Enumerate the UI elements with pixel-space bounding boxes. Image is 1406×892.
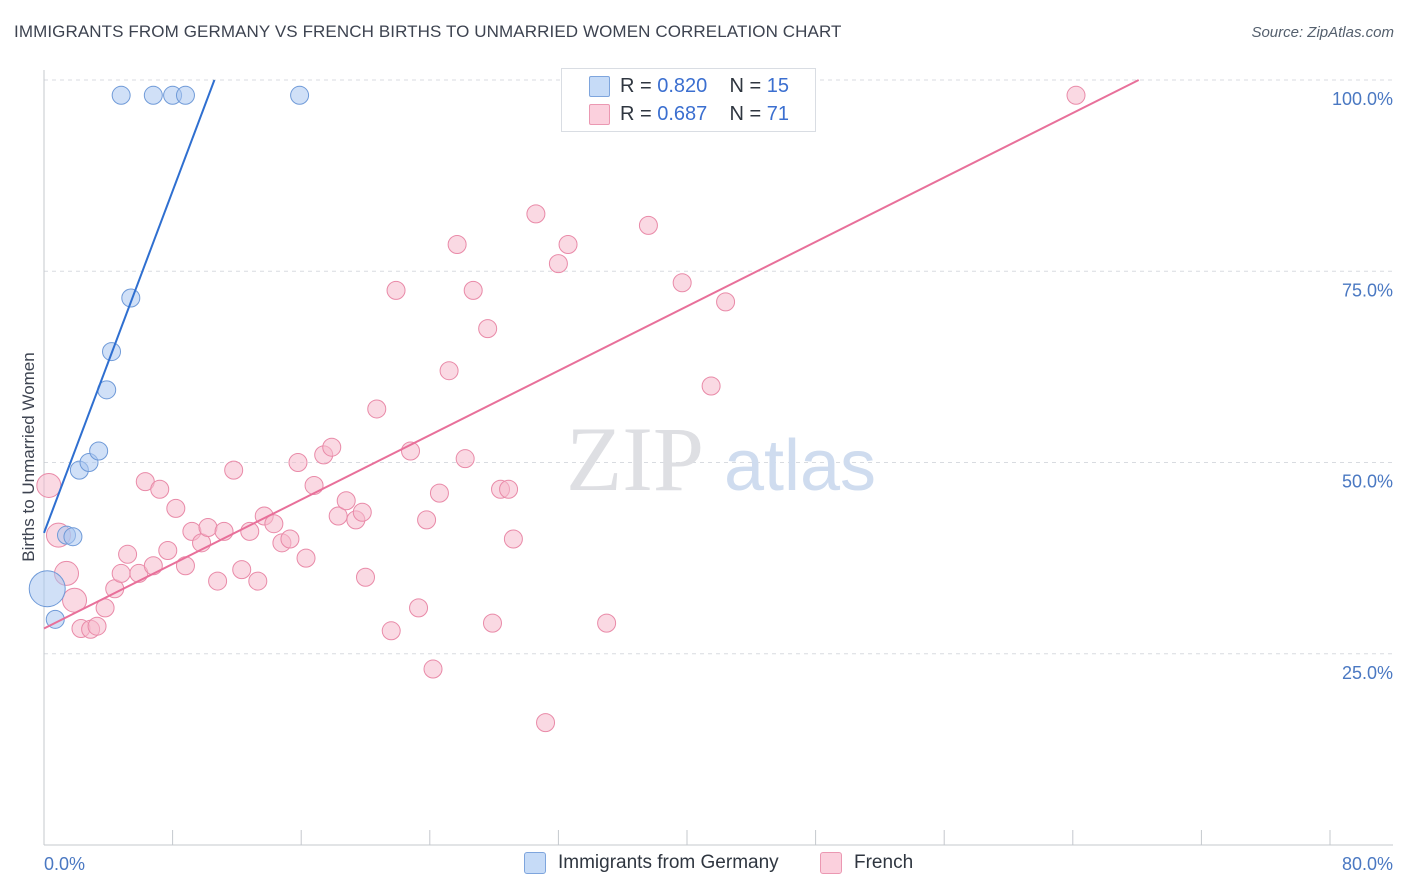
- legend-swatch-germany: [524, 852, 546, 874]
- french-point: [417, 510, 437, 530]
- french-point: [526, 204, 546, 224]
- germany-point: [63, 527, 83, 547]
- french-point: [336, 491, 356, 511]
- y-tick-label: 100.0%: [1332, 89, 1393, 109]
- french-point: [87, 616, 107, 636]
- legend-n-label: N =: [729, 102, 762, 125]
- french-point: [701, 376, 721, 396]
- french-point: [558, 234, 578, 254]
- french-point: [429, 483, 449, 503]
- series-french-points: [36, 85, 1086, 733]
- axes: [43, 70, 1393, 846]
- legend-swatch-french: [589, 104, 610, 125]
- germany-point: [175, 85, 195, 105]
- french-point: [409, 598, 429, 618]
- french-point: [166, 498, 186, 518]
- french-point: [198, 518, 218, 538]
- french-point: [143, 556, 163, 576]
- legend-swatch-french: [820, 852, 842, 874]
- french-point: [248, 571, 268, 591]
- watermark-zip: ZIP: [566, 408, 704, 510]
- french-point: [111, 563, 131, 583]
- french-point: [386, 280, 406, 300]
- y-axis-tick-labels: 25.0% 50.0% 75.0% 100.0%: [1332, 89, 1393, 683]
- french-point: [296, 548, 316, 568]
- y-tick-label: 75.0%: [1342, 280, 1393, 300]
- french-point: [150, 479, 170, 499]
- legend-row-germany: R = 0.820 N = 15: [620, 73, 789, 99]
- french-point: [381, 621, 401, 641]
- legend-swatch-germany: [589, 76, 610, 97]
- french-point: [478, 319, 498, 339]
- french-point: [638, 215, 658, 235]
- french-trend-line: [43, 79, 1140, 630]
- legend-row-french: R = 0.687 N = 71: [620, 101, 789, 127]
- source-label: Source: ZipAtlas.com: [1251, 24, 1394, 41]
- x-tick-label-max: 80.0%: [1342, 854, 1393, 874]
- legend-n-value: 15: [766, 74, 790, 97]
- y-tick-label: 50.0%: [1342, 472, 1393, 492]
- french-point: [439, 361, 459, 381]
- french-point: [536, 713, 556, 733]
- legend-r-label: R =: [620, 74, 652, 97]
- french-point: [224, 460, 244, 480]
- legend-n-value: 71: [766, 102, 790, 125]
- legend-item-french: French: [820, 852, 913, 874]
- legend-label-germany: Immigrants from Germany: [558, 852, 779, 873]
- trend-lines: [43, 79, 1140, 630]
- french-point: [447, 234, 467, 254]
- french-point: [288, 453, 308, 472]
- watermark-atlas: atlas: [724, 426, 876, 506]
- legend-label-french: French: [854, 852, 914, 873]
- germany-point: [143, 85, 163, 105]
- legend-r-value: 0.687: [657, 102, 708, 125]
- germany-point: [28, 570, 66, 608]
- x-axis-ticks: [43, 830, 1331, 845]
- french-point: [716, 292, 736, 312]
- french-point: [463, 280, 483, 300]
- french-point: [482, 613, 502, 633]
- french-point: [499, 479, 519, 499]
- french-point: [322, 437, 342, 457]
- french-point: [597, 613, 617, 633]
- series-legend: Immigrants from Germany French: [0, 852, 1406, 878]
- french-point: [304, 475, 324, 495]
- germany-point: [121, 288, 141, 308]
- french-point: [1066, 85, 1086, 105]
- french-point: [175, 556, 195, 576]
- french-point: [280, 529, 300, 549]
- legend-r-label: R =: [620, 102, 652, 125]
- french-point: [264, 514, 284, 534]
- french-point: [367, 399, 387, 419]
- correlation-legend: R = 0.820 N = 15 R = 0.687 N = 71: [561, 68, 816, 132]
- germany-trend-line: [43, 79, 216, 534]
- french-point: [455, 449, 475, 469]
- french-point: [423, 659, 443, 679]
- french-point: [232, 560, 252, 580]
- french-point: [503, 529, 523, 549]
- germany-point: [290, 85, 310, 105]
- germany-point: [89, 441, 109, 461]
- french-point: [208, 571, 228, 591]
- legend-item-germany: Immigrants from Germany: [524, 852, 779, 874]
- y-tick-label: 25.0%: [1342, 663, 1393, 683]
- french-point: [158, 540, 178, 560]
- french-point: [356, 567, 375, 587]
- french-point: [36, 472, 62, 498]
- y-axis-label: Births to Unmarried Women: [19, 352, 38, 561]
- series-germany-points: [28, 85, 310, 629]
- legend-r-value: 0.820: [657, 74, 708, 97]
- french-point: [548, 254, 568, 274]
- french-point: [672, 273, 692, 293]
- chart-title: IMMIGRANTS FROM GERMANY VS FRENCH BIRTHS…: [14, 22, 842, 41]
- french-point: [352, 502, 372, 522]
- legend-n-label: N =: [729, 74, 762, 97]
- x-tick-label-min: 0.0%: [44, 854, 85, 874]
- germany-point: [111, 85, 131, 105]
- french-point: [118, 544, 138, 564]
